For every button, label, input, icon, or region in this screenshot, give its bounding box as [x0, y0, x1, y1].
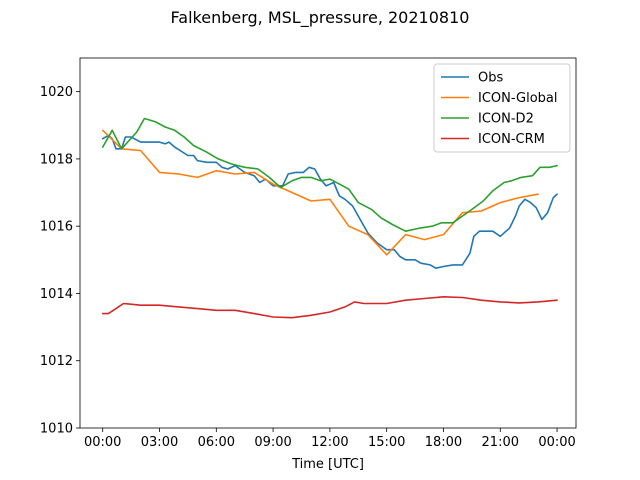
series-layer — [101, 117, 558, 319]
x-tick-label: 15:00 — [368, 435, 405, 450]
x-tick-label: 21:00 — [482, 435, 519, 450]
x-axis-ticks: 00:00 03:00 06:00 09:00 12:00 15:00 18:00 21:00… — [84, 428, 576, 450]
series-line-obs — [101, 134, 558, 270]
legend-frame — [433, 63, 571, 153]
y-axis-ticks: 1010 1012 1014 1016 1018 1020 — [40, 85, 80, 437]
x-tick-label: 00:00 — [538, 435, 575, 450]
x-tick-label: 00:00 — [84, 435, 121, 450]
legend-label: ICON-Global — [478, 91, 558, 106]
series-line-icon-global — [101, 129, 539, 256]
legend: Obs ICON-Global ICON-D2 ICON-CRM — [433, 63, 571, 153]
legend-label: Obs — [478, 71, 503, 86]
legend-label: ICON-CRM — [478, 132, 545, 147]
x-tick-label: 03:00 — [141, 435, 178, 450]
y-tick-label: 1014 — [40, 287, 73, 302]
plot-area: 00:00 03:00 06:00 09:00 12:00 15:00 18:00 21:00… — [40, 57, 577, 450]
y-tick-label: 1020 — [40, 85, 73, 100]
chart-title: Falkenberg, MSL_pressure, 20210810 — [171, 8, 470, 28]
x-tick-label: 12:00 — [311, 435, 348, 450]
series-line-icon-d2 — [101, 117, 558, 232]
y-tick-label: 1018 — [40, 152, 73, 167]
legend-label: ICON-D2 — [478, 112, 534, 127]
x-axis-label: Time [UTC] — [291, 457, 364, 472]
y-tick-label: 1012 — [40, 354, 73, 369]
y-tick-label: 1010 — [40, 422, 73, 437]
series-line-icon-crm — [101, 295, 558, 319]
x-tick-label: 09:00 — [254, 435, 291, 450]
legend-items: Obs ICON-Global ICON-D2 ICON-CRM — [441, 71, 558, 147]
y-tick-label: 1016 — [40, 220, 73, 235]
x-tick-label: 06:00 — [198, 435, 235, 450]
x-tick-label: 18:00 — [425, 435, 462, 450]
axes-frame — [79, 57, 577, 429]
